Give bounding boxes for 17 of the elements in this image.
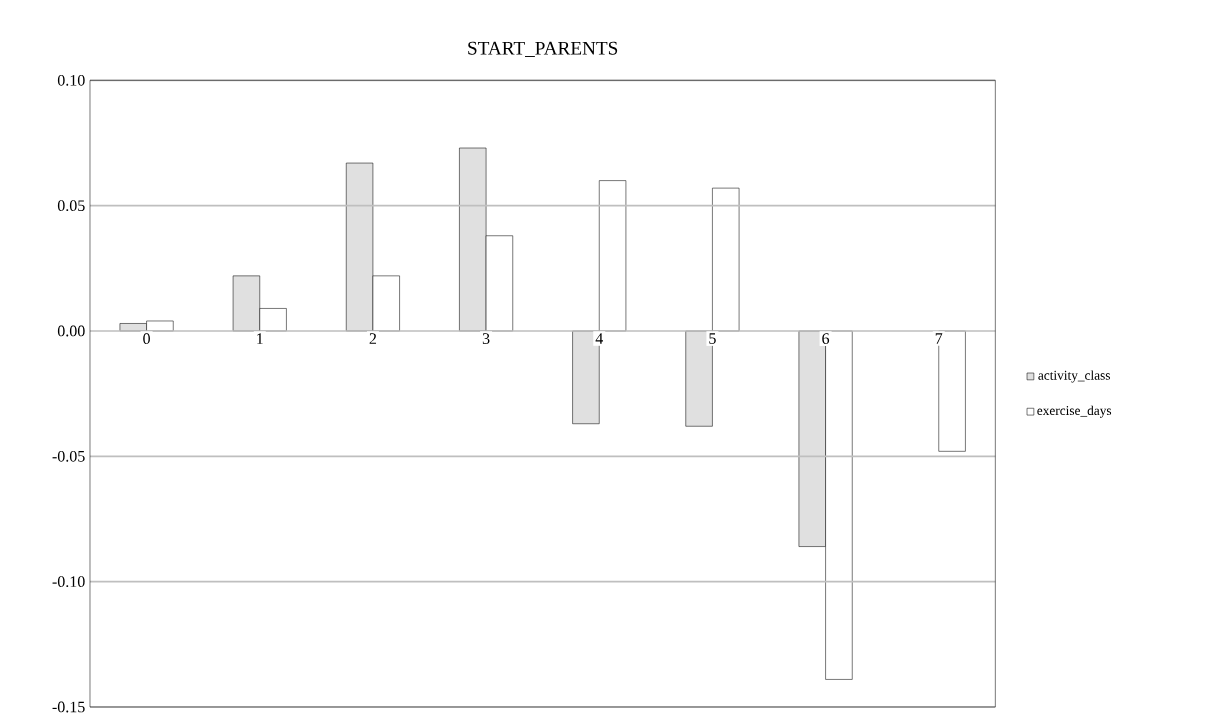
x-tick-label: 1 <box>257 333 263 344</box>
x-tick-label: 2 <box>369 333 377 344</box>
y-tick-label: -0.15 <box>52 701 85 713</box>
y-tick-label: 0.00 <box>57 325 85 337</box>
y-tick-label: 0.05 <box>57 200 85 212</box>
legend-label: activity_class <box>1038 370 1110 383</box>
chart-title: START_PARENTS <box>468 41 618 57</box>
y-tick-label: 0.10 <box>57 74 85 86</box>
x-tick-label: 5 <box>709 333 716 344</box>
legend-label: exercise_days <box>1037 405 1112 418</box>
x-tick-label: 4 <box>595 333 604 344</box>
x-tick-label: 3 <box>482 333 490 344</box>
x-tick-label: 0 <box>143 333 150 345</box>
y-tick-label: -0.05 <box>52 450 85 462</box>
y-tick-label: -0.10 <box>52 576 85 588</box>
x-tick-label: 7 <box>935 333 943 344</box>
x-tick-label: 6 <box>822 333 830 344</box>
